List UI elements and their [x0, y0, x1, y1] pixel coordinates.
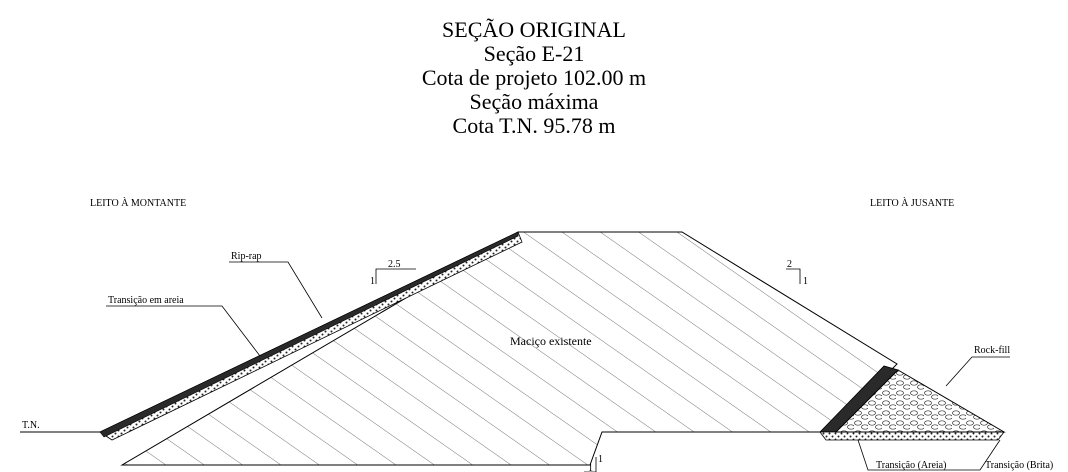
section-type: Seção máxima [469, 89, 599, 114]
upstream-slope-indicator: 2.5 1 [370, 259, 416, 287]
bottom-slope-run: 1 [588, 463, 593, 472]
title-block: SEÇÃO ORIGINAL Seção E-21 Cota de projet… [0, 18, 1068, 138]
rockfill-toe [834, 369, 1006, 433]
transition-areia-label: Transição (Areia) [876, 460, 946, 471]
rockfill-callout: Rock-fill [945, 345, 1010, 387]
upstream-slope-rise: 1 [370, 276, 375, 287]
rockfill-label: Rock-fill [974, 345, 1010, 356]
riprap-label: Rip-rap [231, 251, 262, 262]
upstream-slope-run: 2.5 [388, 259, 401, 270]
bottom-slope-rise: 1 [598, 454, 603, 465]
transition-brita-label: Transição (Brita) [985, 460, 1053, 471]
design-elevation: Cota de projeto 102.00 m [421, 65, 647, 90]
upstream-label: LEITO À MONTANTE [90, 197, 186, 209]
transition-sand-callout: Transição em areia [106, 295, 261, 357]
downstream-slope-rise: 1 [803, 276, 808, 287]
bottom-slope-indicator: 1 1 [584, 454, 603, 472]
transition-brita-callout: Transição (Brita) [966, 439, 1053, 471]
riprap-layer [99, 231, 519, 438]
transition-areia-callout: Transição (Areia) [857, 439, 966, 471]
section-id: Seção E-21 [483, 41, 585, 66]
dam-body [120, 231, 898, 466]
tn-label: T.N. [22, 420, 40, 431]
riprap-callout: Rip-rap [229, 251, 323, 319]
transition-sand-label: Transição em areia [108, 295, 184, 306]
transition-areia-layer [819, 431, 1005, 441]
downstream-slope-run: 2 [787, 259, 792, 270]
ground-elevation: Cota T.N. 95.78 m [452, 113, 616, 138]
downstream-slope-indicator: 2 1 [786, 259, 808, 287]
downstream-label: LEITO À JUSANTE [870, 197, 954, 209]
section-title: SEÇÃO ORIGINAL [442, 17, 626, 42]
body-label: Maciço existente [510, 334, 592, 348]
